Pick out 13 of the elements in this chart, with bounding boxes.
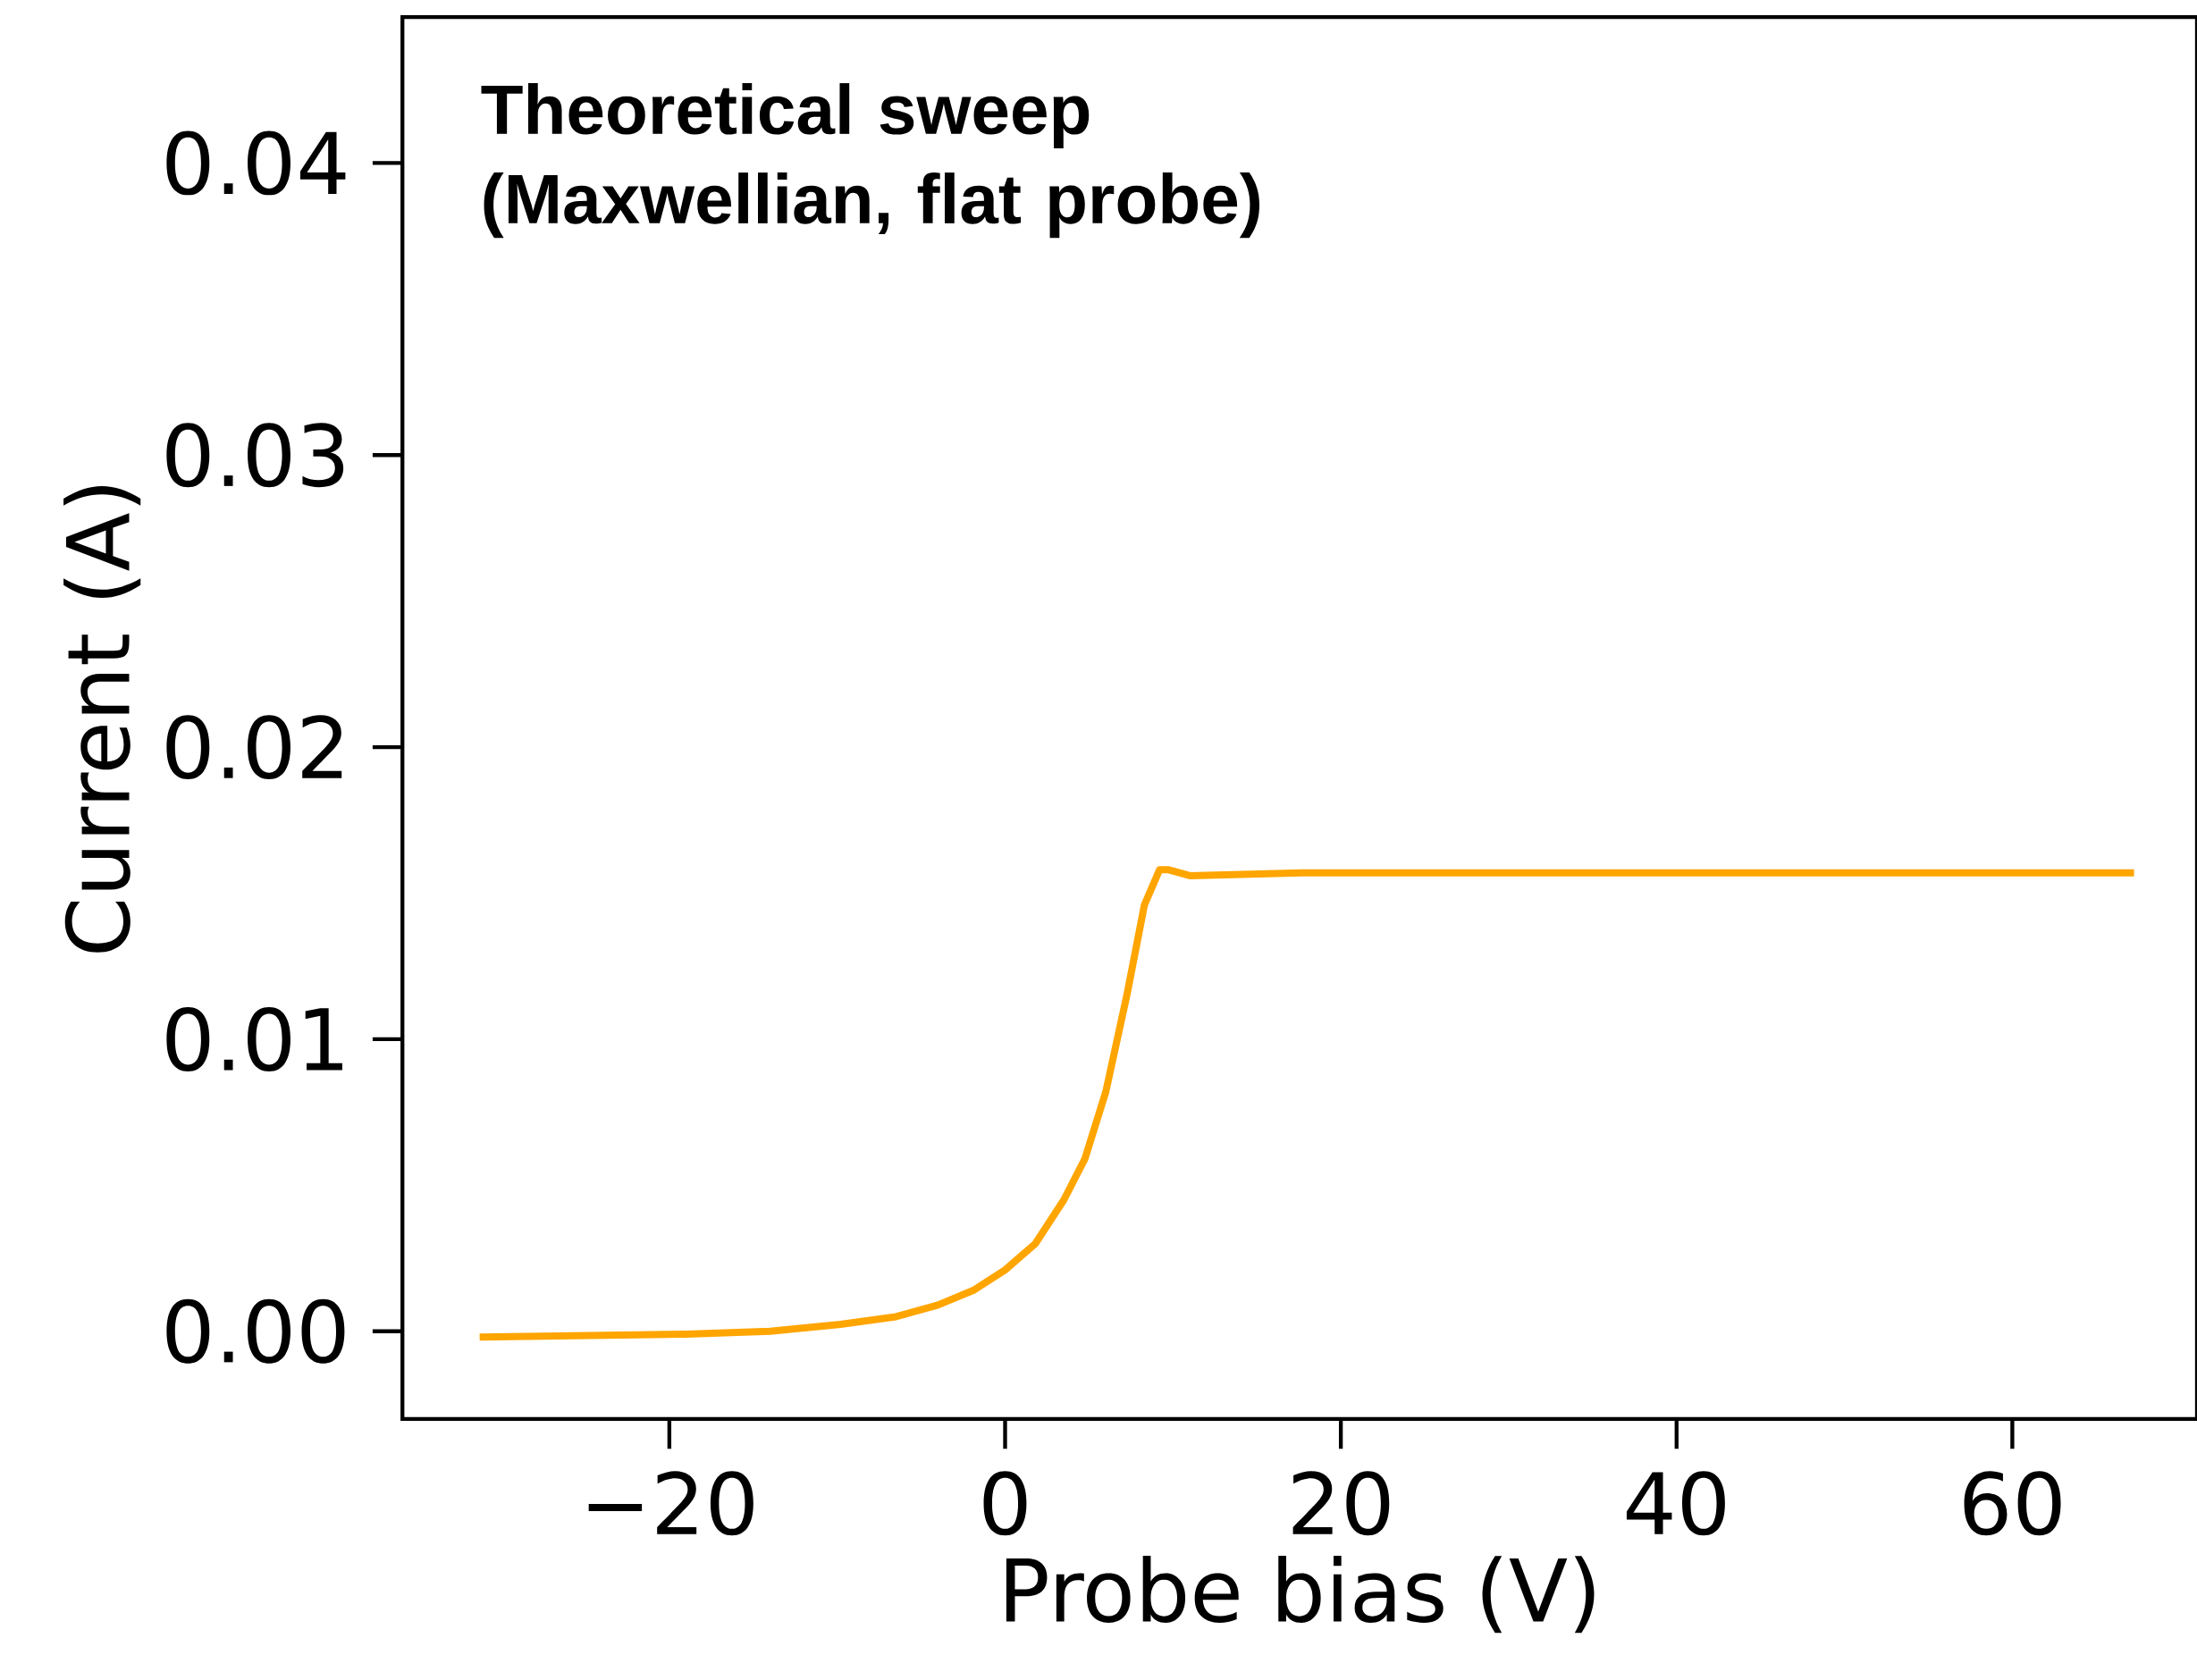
y-axis-title: Current (A) bbox=[63, 486, 141, 953]
y-tick-label: 0.03 bbox=[166, 423, 344, 488]
x-tick-label: 20 bbox=[1292, 1471, 1390, 1536]
y-tick-label: 0.00 bbox=[166, 1298, 345, 1364]
y-tick-label: 0.04 bbox=[166, 130, 346, 196]
x-tick-label: 40 bbox=[1626, 1471, 1725, 1536]
y-tick-label: 0.02 bbox=[166, 715, 342, 780]
x-tick-label: −20 bbox=[588, 1471, 753, 1536]
annotation: Theoretical sweep (Maxwellian, flat probe) bbox=[481, 83, 1259, 239]
x-axis-title: Probe bias (V) bbox=[1006, 1556, 1595, 1634]
y-tick-label: 0.01 bbox=[166, 1006, 342, 1071]
x-tick-label: 0 bbox=[983, 1471, 1027, 1536]
x-tick-label: 60 bbox=[1964, 1471, 2061, 1536]
